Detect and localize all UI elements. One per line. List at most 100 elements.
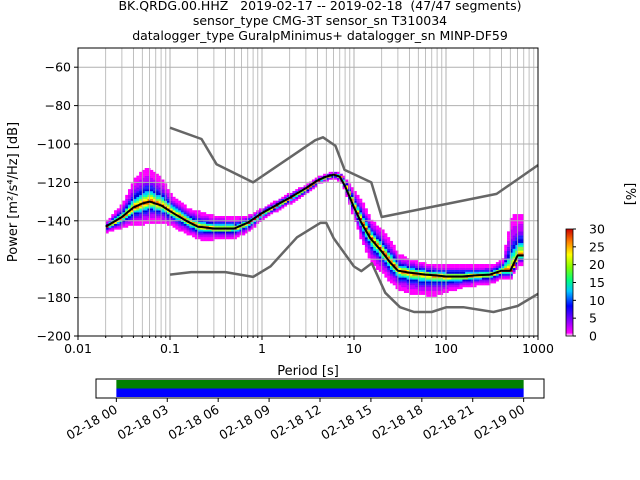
heatmap-cell <box>183 216 187 219</box>
heatmap-cell <box>362 208 366 211</box>
heatmap-cell <box>228 216 232 219</box>
heatmap-cell <box>214 221 218 224</box>
heatmap-cell <box>175 225 179 228</box>
heatmap-cell <box>459 283 463 286</box>
heatmap-cell <box>127 198 131 201</box>
heatmap-cell <box>520 248 524 251</box>
heatmap-cell <box>108 229 112 232</box>
heatmap-cell <box>155 208 159 211</box>
heatmap-cell <box>442 267 446 270</box>
heatmap-cell <box>428 288 432 292</box>
heatmap-cell <box>364 216 368 219</box>
heatmap-cell <box>434 285 438 288</box>
heatmap-cell <box>504 265 508 269</box>
heatmap-cell <box>387 254 391 257</box>
heatmap-cell <box>498 262 502 265</box>
heatmap-cell <box>325 177 329 180</box>
heatmap-cell <box>292 200 296 203</box>
heatmap-cell <box>412 267 416 270</box>
heatmap-cell <box>501 275 505 278</box>
heatmap-cell <box>462 283 466 286</box>
heatmap-cell <box>200 239 204 242</box>
heatmap-cell <box>476 281 480 284</box>
heatmap-cell <box>454 283 458 286</box>
heatmap-cell <box>381 264 385 267</box>
heatmap-cell <box>470 264 474 267</box>
heatmap-cell <box>515 267 519 270</box>
heatmap-cell <box>359 214 363 217</box>
x-tick-label: 0.01 <box>64 341 92 356</box>
heatmap-cell <box>194 227 198 230</box>
heatmap-cell <box>119 214 123 217</box>
heatmap-cell <box>381 248 385 251</box>
heatmap-cell <box>423 285 427 288</box>
heatmap-cell <box>150 196 154 199</box>
heatmap-cell <box>147 206 151 209</box>
heatmap-cell <box>136 202 140 205</box>
heatmap-cell <box>139 191 143 194</box>
heatmap-cell <box>125 208 129 211</box>
heatmap-cell <box>183 208 187 211</box>
heatmap-cell <box>183 223 187 226</box>
heatmap-cell <box>231 223 235 226</box>
heatmap-cell <box>451 271 455 274</box>
heatmap-cell <box>214 229 218 232</box>
heatmap-cell <box>161 212 165 215</box>
heatmap-cell <box>520 229 524 232</box>
colorbar-tick-label: 10 <box>589 293 605 308</box>
heatmap-cell <box>470 265 474 269</box>
heatmap-cell <box>194 223 198 226</box>
heatmap-cell <box>484 269 488 272</box>
heatmap-cell <box>518 250 522 253</box>
heatmap-cell <box>512 223 516 226</box>
heatmap-cell <box>442 269 446 272</box>
heatmap-cell <box>153 210 157 213</box>
heatmap-cell <box>409 267 413 270</box>
heatmap-cell <box>130 204 134 207</box>
heatmap-cell <box>225 221 229 224</box>
heatmap-cell <box>136 214 140 217</box>
heatmap-cell <box>387 242 391 245</box>
heatmap-cell <box>412 292 416 295</box>
heatmap-cell <box>367 239 371 242</box>
heatmap-cell <box>420 288 424 292</box>
heatmap-cell <box>225 225 229 228</box>
heatmap-cell <box>501 265 505 269</box>
heatmap-cell <box>203 212 207 215</box>
heatmap-cell <box>300 194 304 197</box>
heatmap-cell <box>153 191 157 194</box>
heatmap-cell <box>442 283 446 286</box>
heatmap-cell <box>454 264 458 267</box>
heatmap-cell <box>147 208 151 211</box>
heatmap-cell <box>228 217 232 221</box>
heatmap-cell <box>350 198 354 201</box>
heatmap-cell <box>323 173 327 176</box>
heatmap-cell <box>406 260 410 263</box>
heatmap-cell <box>242 227 246 230</box>
heatmap-cell <box>454 265 458 269</box>
heatmap-cell <box>398 287 402 290</box>
heatmap-cell <box>451 267 455 270</box>
heatmap-cell <box>314 177 318 180</box>
heatmap-cell <box>217 237 221 240</box>
heatmap-cell <box>141 189 145 192</box>
heatmap-cell <box>384 235 388 238</box>
heatmap-cell <box>286 194 290 197</box>
heatmap-cell <box>426 285 430 288</box>
heatmap-cell <box>356 208 360 211</box>
heatmap-cell <box>150 189 154 192</box>
heatmap-cell <box>139 173 143 176</box>
heatmap-cell <box>473 277 477 280</box>
heatmap-cell <box>169 202 173 205</box>
heatmap-cell <box>141 175 145 178</box>
heatmap-cell <box>167 214 170 217</box>
heatmap-cell <box>119 221 123 224</box>
heatmap-cell <box>125 196 129 199</box>
heatmap-cell <box>473 281 477 284</box>
heatmap-cell <box>272 200 276 203</box>
heatmap-cell <box>389 250 393 253</box>
heatmap-cell <box>136 183 140 186</box>
heatmap-cell <box>387 240 391 244</box>
heatmap-cell <box>409 279 413 282</box>
